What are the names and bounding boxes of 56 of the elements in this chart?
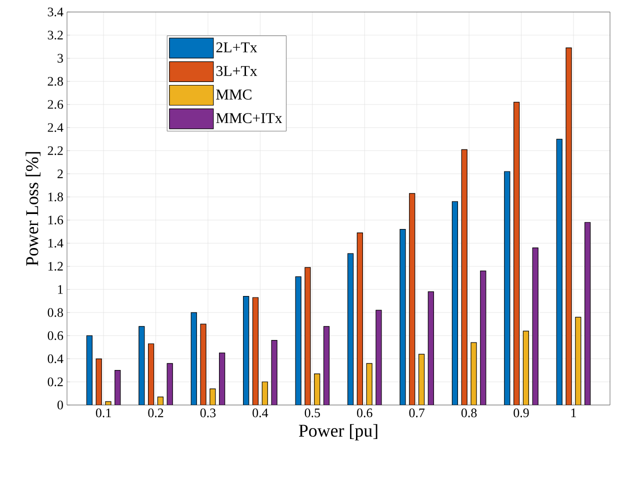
bar — [556, 138, 562, 405]
bar — [428, 291, 434, 405]
y-tick-label: 2 — [58, 170, 63, 178]
y-tick-label: 1.2 — [48, 262, 63, 271]
y-tick-label: 0 — [58, 400, 63, 410]
bar — [452, 201, 458, 405]
bar — [347, 253, 354, 405]
y-tick-label: 2.8 — [48, 76, 63, 86]
x-axis-title: Power [pu] — [298, 424, 378, 440]
bar — [409, 193, 416, 405]
legend-label: 3L+Tx — [216, 66, 258, 76]
x-tick-label: 0.1 — [96, 408, 111, 418]
y-tick-label: 3 — [58, 54, 63, 63]
y-tick-label: 0.8 — [48, 308, 63, 317]
bar — [166, 363, 173, 405]
y-axis-title: Power Loss [%] — [26, 152, 40, 266]
bar — [252, 297, 259, 405]
x-tick-label: 0.2 — [148, 408, 164, 418]
y-tick-label: 0.4 — [48, 354, 64, 364]
x-tick-label: 0.6 — [357, 408, 372, 418]
bar — [532, 248, 538, 405]
y-tick-label: 1.6 — [48, 216, 64, 224]
x-tick-label: 0.7 — [409, 408, 425, 418]
bar — [514, 102, 520, 405]
legend-label: MMC+ITx — [216, 113, 282, 124]
bar — [575, 316, 582, 405]
x-tick-label: 0.4 — [252, 408, 268, 418]
bar — [86, 335, 93, 405]
bar — [138, 326, 145, 405]
bar — [356, 232, 363, 405]
bar — [243, 296, 250, 405]
bar — [480, 270, 486, 405]
x-tick-label: 0.9 — [514, 408, 529, 418]
y-tick-label: 1 — [58, 285, 63, 294]
bar — [584, 222, 591, 405]
x-tick-label: 0.5 — [304, 408, 320, 418]
y-tick-label: 0.6 — [48, 331, 64, 340]
y-tick-label: 3.4 — [48, 8, 64, 16]
legend-label: 2L+Tx — [216, 42, 258, 52]
bar — [190, 312, 197, 405]
y-tick-label: 0.2 — [48, 377, 63, 386]
y-tick-label: 3.2 — [48, 30, 63, 40]
x-tick-label: 0.3 — [200, 408, 216, 418]
bar — [148, 343, 154, 405]
bar — [504, 171, 510, 405]
x-tick-label: 1 — [571, 408, 576, 418]
y-tick-label: 2.4 — [48, 123, 64, 132]
bar — [461, 149, 468, 405]
bar — [522, 330, 529, 405]
y-tick-label: 1.4 — [48, 238, 64, 248]
bar — [323, 326, 330, 405]
y-tick-label: 2.2 — [48, 146, 63, 156]
legend-label: MMC — [216, 90, 252, 100]
x-tick-label: 0.8 — [461, 408, 477, 418]
y-tick-label: 2.6 — [48, 100, 64, 109]
y-tick-label: 1.8 — [48, 192, 63, 202]
